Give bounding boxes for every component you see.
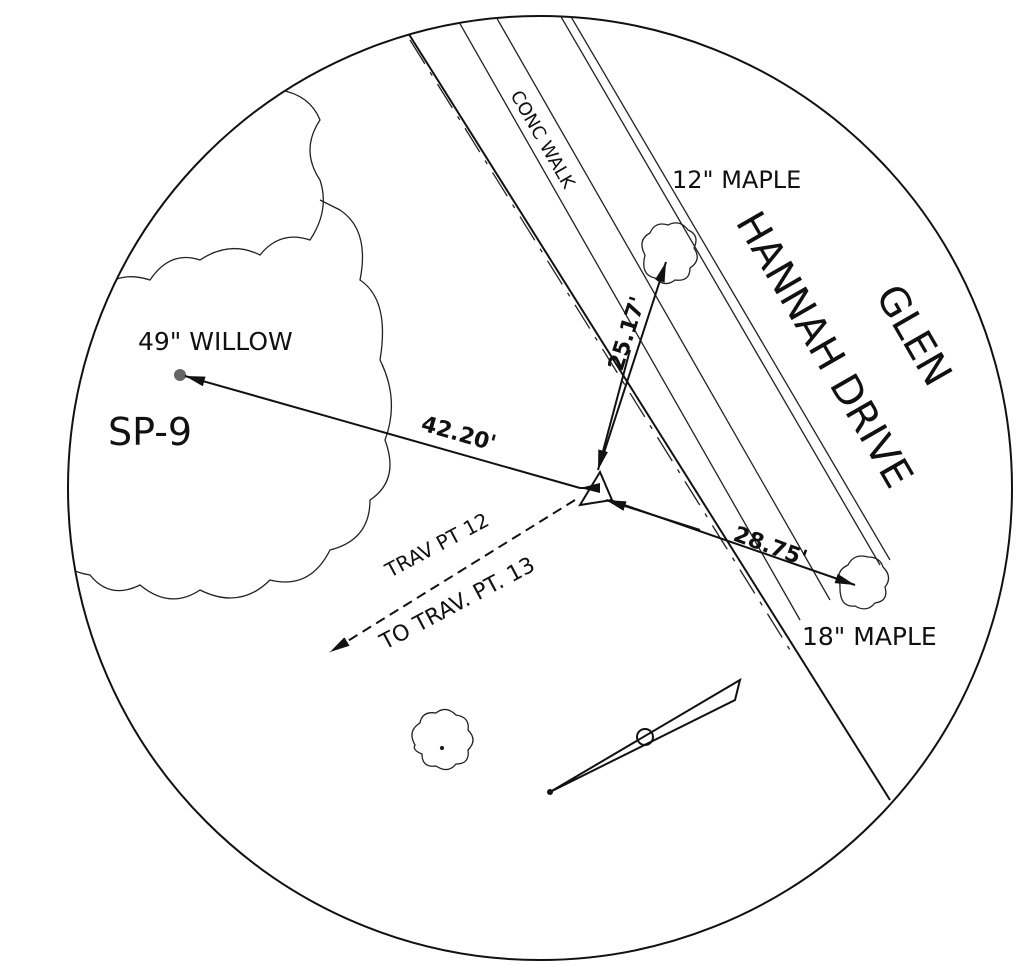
walk-label: CONC WALK — [506, 87, 580, 193]
north-arrow — [547, 677, 742, 795]
view-circle — [67, 15, 1013, 961]
distance-label: 42.20' — [418, 412, 498, 457]
linework — [68, 16, 891, 801]
maple-18-label: 18" MAPLE — [802, 622, 937, 651]
trees — [411, 222, 890, 771]
distance-label: 25.17' — [604, 294, 651, 374]
street-name: GLEN — [866, 277, 960, 394]
sp-label: SP-9 — [108, 410, 192, 454]
willow-label: 49" WILLOW — [138, 327, 293, 356]
maple-12-label: 12" MAPLE — [672, 166, 801, 194]
willow-point — [174, 369, 186, 381]
measurements — [184, 261, 856, 653]
trav-label: TRAV PT 12 — [380, 508, 493, 583]
